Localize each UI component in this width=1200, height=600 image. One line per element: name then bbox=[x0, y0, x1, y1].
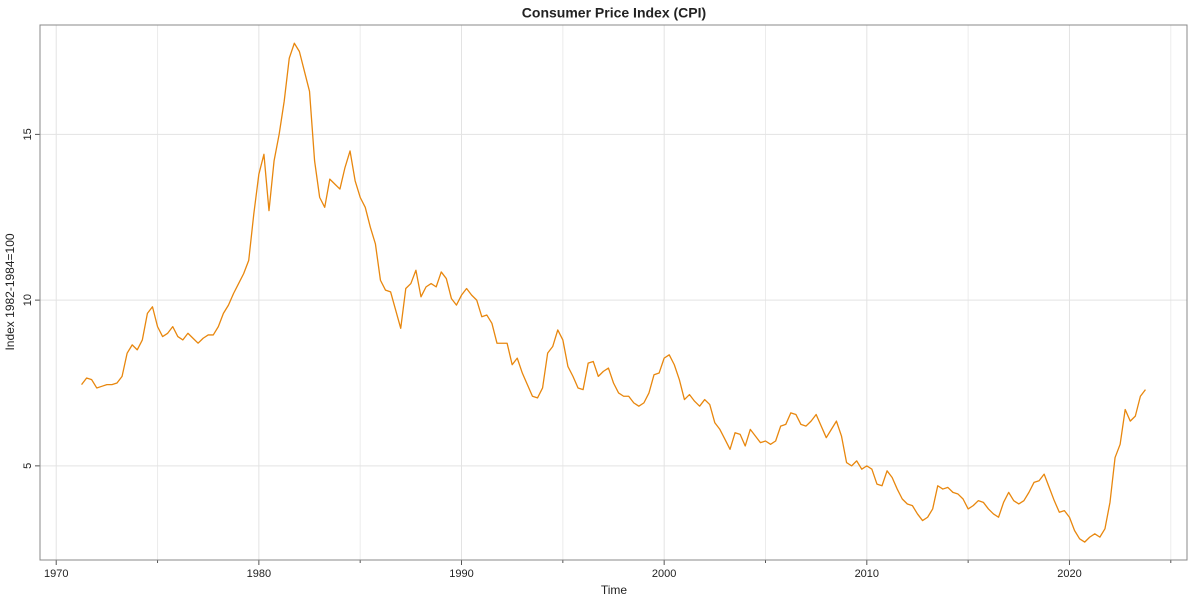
y-tick-label: 5 bbox=[22, 463, 34, 469]
grid: 1970 1980 1990 2000 2010 2020 5 10 15 bbox=[22, 25, 1187, 580]
data-line bbox=[81, 42, 1146, 543]
y-tick-label: 15 bbox=[22, 128, 34, 140]
x-tick-label: 1970 bbox=[44, 568, 68, 580]
x-tick-label: 2020 bbox=[1057, 568, 1081, 580]
y-tick-label: 10 bbox=[22, 294, 34, 306]
plot-border bbox=[39, 24, 1188, 561]
x-tick-label: 1980 bbox=[247, 568, 271, 580]
chart-title: Consumer Price Index (CPI) bbox=[522, 5, 706, 21]
x-tick-label: 2000 bbox=[652, 568, 676, 580]
x-axis-title: Time bbox=[601, 583, 628, 597]
x-tick-label: 2010 bbox=[855, 568, 879, 580]
y-axis-title: Index 1982-1984=100 bbox=[3, 233, 17, 350]
plot bbox=[81, 42, 1146, 543]
x-tick-label: 1990 bbox=[449, 568, 473, 580]
